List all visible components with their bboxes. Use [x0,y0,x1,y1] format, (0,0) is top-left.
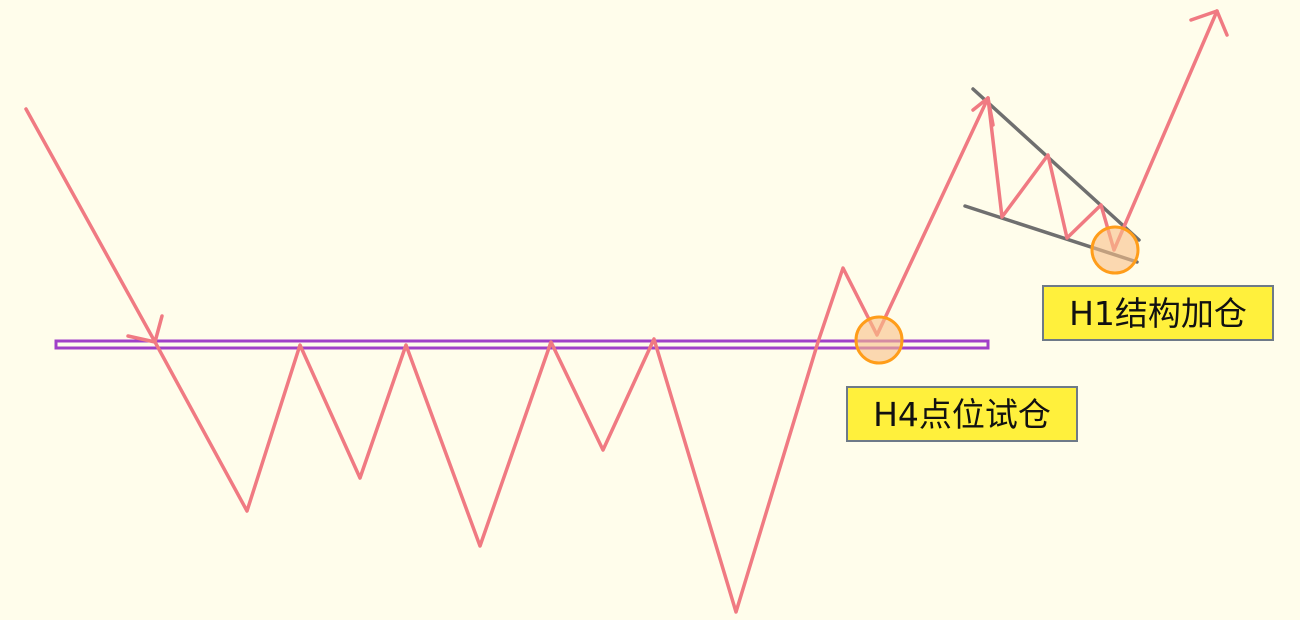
wedge-price-path [986,9,1219,252]
h4-entry-marker [854,315,904,365]
price-path-zigzag [153,96,990,614]
h1-add-label-text: H1结构加仓 [1069,293,1247,333]
h4-entry-label-text: H4点位试仓 [873,394,1051,434]
key-level-line [54,339,990,350]
initial-decline-arrow [24,107,157,344]
h1-add-label: H1结构加仓 [1042,285,1274,341]
final-breakout-arrowhead [1189,9,1229,37]
initial-decline-arrowhead [126,314,164,344]
wedge-upper-trendline [971,87,1141,242]
h1-add-marker [1090,225,1140,275]
h4-entry-label: H4点位试仓 [846,386,1078,442]
